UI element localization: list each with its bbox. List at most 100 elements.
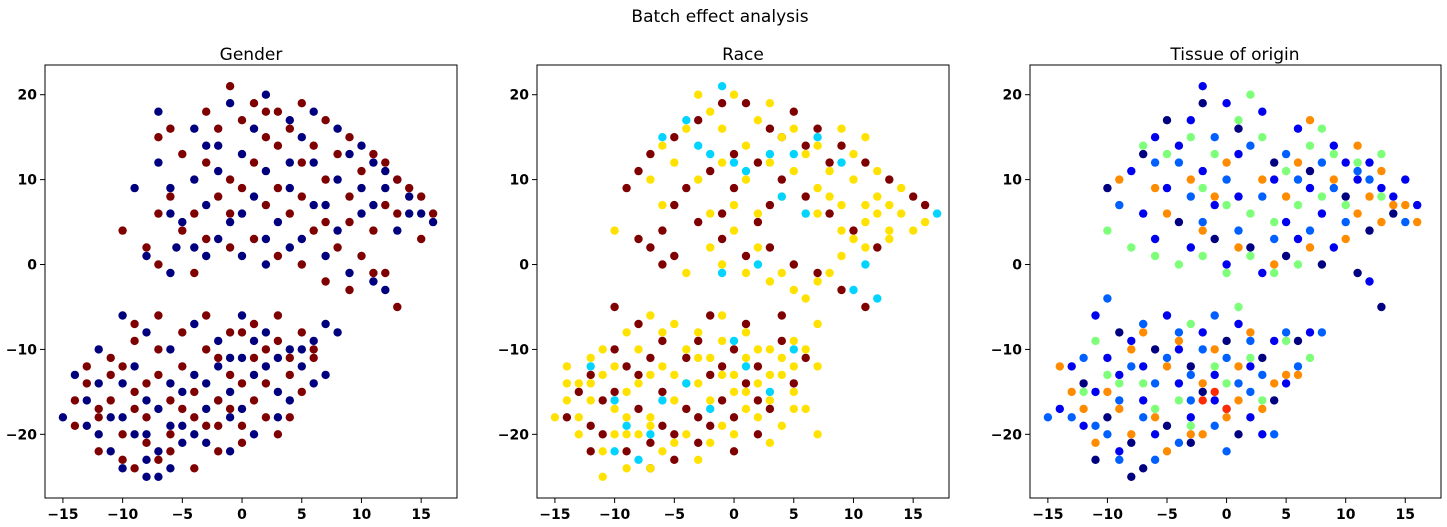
race-point-gold-65 — [610, 430, 619, 439]
gender-point-maroon-15 — [428, 209, 438, 218]
race-point-gold-54 — [586, 396, 595, 405]
race-point-maroon-30 — [741, 251, 751, 261]
tissue-point-blue-27 — [1198, 328, 1207, 337]
gender-point-navy-3 — [202, 251, 211, 261]
gender-point-navy-119 — [178, 438, 187, 447]
race-point-maroon-13 — [813, 124, 822, 133]
tissue-point-dark_navy-10 — [1174, 217, 1184, 227]
race-point-maroon-6 — [646, 149, 655, 159]
race-point-maroon-37 — [634, 319, 643, 329]
race-point-gold-23 — [717, 158, 727, 167]
race-point-gold-10 — [897, 209, 906, 218]
gender-point-maroon-126 — [285, 353, 294, 363]
race-point-maroon-65 — [694, 438, 703, 447]
gender-ytick-label-0: −20 — [6, 427, 37, 443]
gender-point-navy-51 — [297, 133, 306, 142]
tissue-point-dark_navy-22 — [1293, 336, 1303, 346]
tissue-point-lime-4 — [1234, 116, 1243, 125]
race-point-maroon-24 — [801, 192, 810, 201]
race-point-gold-31 — [694, 175, 703, 184]
tissue-point-azure-33 — [1293, 362, 1303, 371]
gender-point-maroon-80 — [166, 430, 175, 439]
gender-point-navy-92 — [142, 472, 151, 481]
race-point-gold-122 — [634, 345, 643, 354]
race-point-gold-140 — [813, 430, 822, 439]
gender-point-maroon-63 — [393, 209, 402, 218]
race-point-gold-127 — [753, 345, 763, 354]
race-point-maroon-59 — [706, 421, 715, 430]
race-point-gold-9 — [873, 192, 882, 201]
gender-point-maroon-47 — [285, 124, 294, 133]
race-point-gold-16 — [753, 116, 763, 125]
race-point-gold-7 — [825, 192, 834, 201]
race-point-maroon-60 — [729, 447, 739, 456]
gender-point-maroon-92 — [273, 336, 283, 346]
tissue-point-azure-34 — [1067, 413, 1076, 422]
gender-point-navy-31 — [225, 217, 235, 227]
tissue-point-dark_navy-2 — [1162, 116, 1172, 125]
gender-point-maroon-39 — [273, 251, 283, 261]
gender-point-maroon-124 — [237, 328, 247, 337]
race-point-gold-71 — [753, 413, 763, 422]
tissue-point-blue-52 — [1234, 192, 1243, 201]
tissue-point-dark_navy-29 — [1270, 396, 1279, 405]
gender-point-navy-96 — [273, 413, 283, 422]
tissue-point-dark_navy-7 — [1341, 192, 1350, 201]
race-point-maroon-26 — [849, 226, 858, 235]
tissue-point-blue-7 — [1365, 158, 1374, 167]
gender-point-maroon-59 — [297, 192, 306, 201]
tissue-point-orange-18 — [1127, 345, 1136, 354]
race-point-gold-42 — [598, 345, 607, 354]
tissue-point-lime-34 — [1115, 379, 1124, 388]
tissue-point-orange-37 — [1353, 141, 1362, 150]
race-point-gold-24 — [741, 175, 751, 184]
race-point-gold-102 — [849, 234, 858, 244]
race-point-gold-64 — [789, 362, 798, 371]
gender-point-navy-39 — [214, 234, 223, 244]
tissue-point-lime-5 — [1258, 133, 1267, 142]
tissue-point-azure-14 — [1401, 217, 1410, 227]
race-point-gold-34 — [717, 260, 727, 269]
race-point-maroon-53 — [741, 379, 751, 388]
race-point-gold-68 — [682, 430, 691, 439]
tissue-point-blue-31 — [1067, 362, 1076, 371]
gender-point-maroon-40 — [297, 260, 306, 269]
race-point-gold-55 — [574, 430, 583, 439]
race-point-cyan-23 — [586, 362, 595, 371]
tissue-point-azure-10 — [1258, 192, 1267, 201]
tissue-point-azure-50 — [1222, 447, 1231, 456]
gender-point-maroon-49 — [333, 149, 342, 159]
gender-point-maroon-61 — [345, 217, 354, 227]
gender-point-maroon-121 — [94, 447, 103, 456]
tissue-point-blue-58 — [1174, 141, 1184, 150]
figure-suptitle: Batch effect analysis — [631, 7, 808, 27]
gender-point-maroon-96 — [190, 464, 199, 473]
race-axes: −15 −10 −5 0 5 10 15 −20 −10 0 10 20 — [498, 64, 950, 523]
race-point-gold-116 — [741, 141, 751, 150]
race-point-maroon-8 — [694, 116, 703, 125]
tissue-point-azure-36 — [1139, 413, 1148, 422]
tissue-point-red-0 — [1210, 387, 1219, 397]
race-point-gold-30 — [885, 234, 894, 244]
race-point-maroon-34 — [837, 285, 846, 295]
tissue-point-orange-23 — [1293, 370, 1303, 380]
tissue-point-blue-57 — [1139, 209, 1148, 218]
race-point-gold-67 — [658, 447, 667, 456]
gender-xtick-label-1: −10 — [107, 507, 138, 523]
race-point-gold-2 — [706, 243, 715, 252]
gender-point-navy-77 — [130, 430, 139, 439]
gender-point-navy-114 — [190, 430, 199, 439]
tissue-point-orange-24 — [1055, 362, 1065, 371]
race-point-maroon-19 — [682, 183, 691, 193]
tissue-point-azure-30 — [1186, 370, 1196, 380]
gender-point-maroon-71 — [273, 311, 283, 320]
gender-point-maroon-5 — [202, 107, 211, 116]
tissue-point-dark_navy-20 — [1222, 336, 1231, 346]
race-point-maroon-18 — [920, 200, 930, 210]
race-point-maroon-72 — [801, 141, 810, 150]
race-point-cyan-0 — [682, 116, 691, 125]
tissue-point-azure-24 — [1246, 336, 1255, 346]
tissue-point-blue-13 — [1270, 175, 1279, 184]
gender-point-navy-117 — [142, 455, 151, 464]
tissue-point-orange-14 — [1234, 243, 1243, 252]
